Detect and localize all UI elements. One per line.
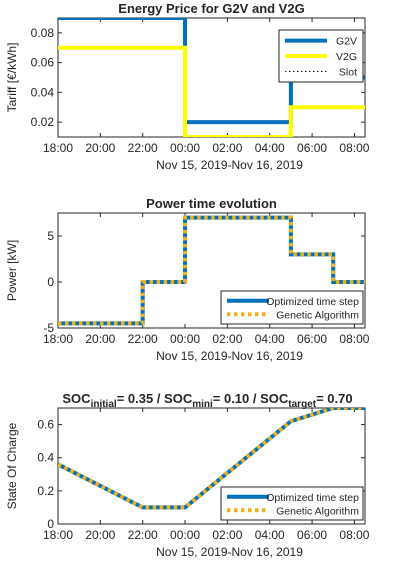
y-tick-label: 0.2 [37,484,54,498]
x-tick-label: 00:00 [170,332,200,346]
legend-label: Optimized time step [266,296,359,308]
chart-panel-3: 18:00 20:00 22:00 00:00 02:00 04:00 06:00 08:00… [5,391,370,559]
x-tick-label: 02:00 [212,528,242,542]
x-tick-label: 06:00 [297,528,327,542]
y-tick-label: 0 [47,517,54,531]
x-tick-label: 22:00 [128,332,158,346]
legend-label: Slot [339,66,357,78]
y-axis-label: Tariff [€/kWh] [5,43,19,113]
y-tick-label: 0.06 [31,56,55,70]
y-tick-label: 0 [47,275,54,289]
x-tick-label: 18:00 [43,332,73,346]
y-tick-label: 0.02 [31,115,55,129]
plot-area [58,215,365,326]
x-tick-label: 20:00 [85,528,115,542]
y-tick-label: 0.4 [37,451,54,465]
x-tick-label: 04:00 [255,141,285,155]
legend-label: G2V [336,36,357,48]
legend: G2V V2G Slot [278,29,364,83]
x-tick-label: 00:00 [170,528,200,542]
chart-title: SOCinitial= 0.35 / SOCmini= 0.10 / SOCta… [62,391,352,410]
x-tick-label: 04:00 [255,332,285,346]
chart-title: Power time evolution [146,196,277,211]
chart-panel-1: 18:00 20:00 22:00 00:00 02:00 04:00 06:00 08:00… [5,1,370,172]
y-tick-label: -5 [43,321,54,335]
x-tick-label: 04:00 [255,528,285,542]
series-line-2 [58,408,365,510]
x-tick-label: 08:00 [339,528,369,542]
legend-box [220,486,364,521]
x-tick-label: 18:00 [43,528,73,542]
x-axis-label: Nov 15, 2019-Nov 16, 2019 [156,158,303,172]
x-tick-label: 02:00 [212,141,242,155]
y-axis-label: State Of Charge [5,422,19,509]
legend-label: Genetic Algorithm [276,505,359,517]
x-tick-label: 22:00 [128,141,158,155]
legend-label: V2G [336,51,357,63]
x-tick-label: 06:00 [297,332,327,346]
x-tick-label: 22:00 [128,528,158,542]
legend-label: Optimized time step [266,492,359,504]
y-tick-label: 5 [47,229,54,243]
x-tick-label: 08:00 [339,141,369,155]
x-tick-label: 00:00 [170,141,200,155]
chart-panel-2: 18:00 20:00 22:00 00:00 02:00 04:00 06:00 08:00… [5,196,370,363]
x-tick-label: 18:00 [43,141,73,155]
y-tick-label: 0.04 [31,85,55,99]
legend-label: Genetic Algorithm [276,309,359,321]
y-axis-label: Power [kW] [5,240,19,301]
plot-area [58,408,365,510]
x-axis-label: Nov 15, 2019-Nov 16, 2019 [156,545,303,559]
x-tick-label: 02:00 [212,332,242,346]
y-tick-label: 0.6 [37,418,54,432]
x-tick-label: 08:00 [339,332,369,346]
legend-box [220,290,364,325]
y-tick-label: 0.08 [31,26,55,40]
x-tick-label: 20:00 [85,332,115,346]
x-tick-label: 20:00 [85,141,115,155]
x-tick-label: 06:00 [297,141,327,155]
chart-title: Energy Price for G2V and V2G [118,1,304,16]
series-line-2 [58,215,365,326]
series-line-2 [58,45,365,137]
x-axis-label: Nov 15, 2019-Nov 16, 2019 [156,349,303,363]
